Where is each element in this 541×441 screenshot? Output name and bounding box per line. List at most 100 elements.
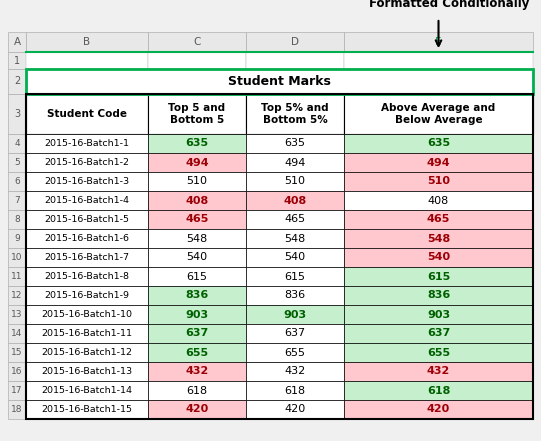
Bar	[8, 69, 26, 94]
Text: 1: 1	[14, 56, 20, 66]
Bar	[148, 305, 246, 324]
Text: 2015-16-Batch1-6: 2015-16-Batch1-6	[44, 234, 129, 243]
Bar	[148, 400, 246, 419]
Text: Top 5 and
Bottom 5: Top 5 and Bottom 5	[168, 103, 226, 125]
Text: 9: 9	[14, 234, 20, 243]
Text: 432: 432	[285, 366, 306, 377]
Text: 2015-16-Batch1-2: 2015-16-Batch1-2	[44, 158, 129, 167]
Text: 655: 655	[186, 348, 209, 358]
Bar	[8, 286, 26, 305]
Text: 2015-16-Batch1-12: 2015-16-Batch1-12	[42, 348, 133, 357]
Bar	[344, 286, 533, 305]
Bar	[148, 343, 246, 362]
Text: 420: 420	[186, 404, 209, 415]
Bar	[8, 191, 26, 210]
Text: 2015-16-Batch1-8: 2015-16-Batch1-8	[44, 272, 129, 281]
Bar	[8, 94, 26, 134]
Text: Student Code: Student Code	[47, 109, 127, 119]
Text: 14: 14	[11, 329, 23, 338]
Bar	[8, 229, 26, 248]
Text: D: D	[291, 37, 299, 47]
Bar	[246, 343, 344, 362]
Bar	[344, 32, 533, 52]
Text: 510: 510	[187, 176, 208, 187]
Text: 637: 637	[427, 329, 450, 339]
Text: 637: 637	[186, 329, 209, 339]
Bar	[148, 94, 246, 134]
Text: 2015-16-Batch1-13: 2015-16-Batch1-13	[42, 367, 133, 376]
Text: 540: 540	[285, 253, 306, 262]
Text: 12: 12	[11, 291, 23, 300]
Text: 465: 465	[186, 214, 209, 224]
Bar	[344, 52, 533, 69]
Bar	[8, 343, 26, 362]
Bar	[246, 286, 344, 305]
Bar	[26, 362, 148, 381]
Text: Top 5% and
Bottom 5%: Top 5% and Bottom 5%	[261, 103, 329, 125]
Bar	[8, 267, 26, 286]
Text: 6: 6	[14, 177, 20, 186]
Text: 2015-16-Batch1-1: 2015-16-Batch1-1	[44, 139, 129, 148]
Bar	[8, 362, 26, 381]
Text: 903: 903	[283, 310, 307, 319]
Bar	[246, 400, 344, 419]
Text: 2015-16-Batch1-5: 2015-16-Batch1-5	[44, 215, 129, 224]
Bar	[344, 343, 533, 362]
Text: 615: 615	[187, 272, 208, 281]
Text: 408: 408	[428, 195, 449, 206]
Text: E: E	[436, 37, 442, 47]
Bar	[26, 69, 533, 94]
Bar	[26, 400, 148, 419]
Text: 903: 903	[186, 310, 209, 319]
Text: 635: 635	[186, 138, 209, 149]
Text: 2015-16-Batch1-10: 2015-16-Batch1-10	[42, 310, 133, 319]
Text: 635: 635	[427, 138, 450, 149]
Bar	[344, 381, 533, 400]
Text: 8: 8	[14, 215, 20, 224]
Text: 3: 3	[14, 109, 20, 119]
Bar	[26, 305, 148, 324]
Bar	[148, 134, 246, 153]
Text: 16: 16	[11, 367, 23, 376]
Bar	[246, 210, 344, 229]
Text: 2015-16-Batch1-15: 2015-16-Batch1-15	[42, 405, 133, 414]
Text: 2015-16-Batch1-7: 2015-16-Batch1-7	[44, 253, 129, 262]
Bar	[26, 172, 148, 191]
Bar	[344, 172, 533, 191]
Bar	[246, 362, 344, 381]
Text: 2015-16-Batch1-14: 2015-16-Batch1-14	[42, 386, 133, 395]
Bar	[26, 153, 148, 172]
Bar	[26, 134, 148, 153]
Bar	[26, 286, 148, 305]
Bar	[344, 248, 533, 267]
Bar	[26, 324, 148, 343]
Bar	[246, 94, 344, 134]
Text: 618: 618	[285, 385, 306, 396]
Bar	[26, 381, 148, 400]
Bar	[148, 267, 246, 286]
Bar	[344, 267, 533, 286]
Text: 2015-16-Batch1-11: 2015-16-Batch1-11	[42, 329, 133, 338]
Bar	[26, 343, 148, 362]
Bar	[246, 52, 344, 69]
Bar	[148, 381, 246, 400]
Bar	[246, 381, 344, 400]
Text: 635: 635	[285, 138, 306, 149]
Text: 10: 10	[11, 253, 23, 262]
Bar	[26, 229, 148, 248]
Text: 13: 13	[11, 310, 23, 319]
Bar	[8, 400, 26, 419]
Bar	[8, 32, 26, 52]
Bar	[26, 69, 533, 94]
Text: 836: 836	[285, 291, 306, 300]
Text: 420: 420	[427, 404, 450, 415]
Text: 432: 432	[186, 366, 209, 377]
Bar	[246, 229, 344, 248]
Text: A: A	[14, 37, 21, 47]
Bar	[246, 172, 344, 191]
Bar	[26, 94, 148, 134]
Bar	[246, 324, 344, 343]
Bar	[8, 153, 26, 172]
Bar	[26, 191, 148, 210]
Text: C: C	[193, 37, 201, 47]
